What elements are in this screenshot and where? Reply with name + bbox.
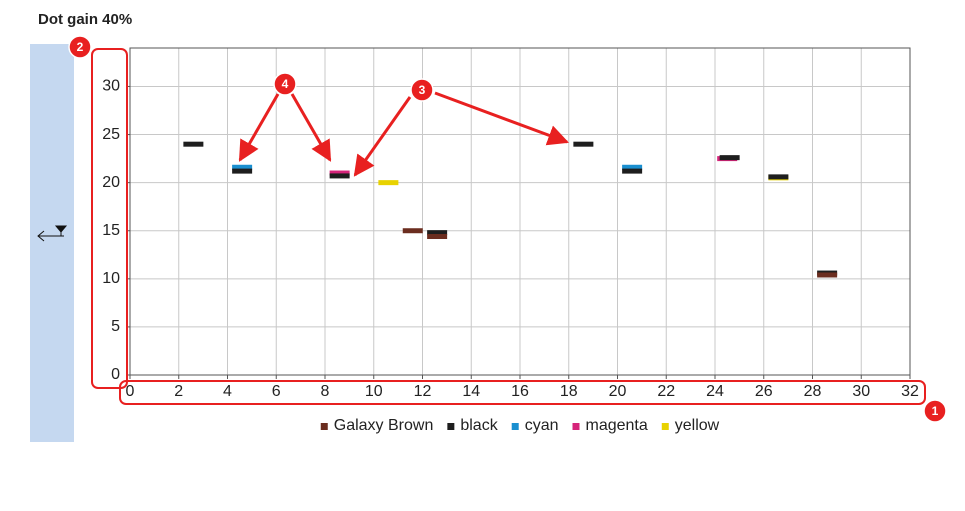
x-tick-label: 10: [365, 383, 383, 400]
plot-frame: [129, 47, 911, 376]
legend-swatch: [320, 423, 328, 430]
data-mark: [329, 170, 350, 176]
legend-swatch: [447, 423, 455, 430]
legend-swatch: [572, 423, 580, 430]
arrow: [290, 93, 332, 162]
badge-circle: [68, 35, 92, 59]
data-mark: [622, 164, 643, 170]
annotations: [91, 48, 926, 405]
data-mark: [378, 180, 399, 186]
legend-label: Galaxy Brown: [334, 417, 434, 434]
x-tick-label: 18: [560, 383, 578, 400]
badge-circle: [410, 78, 434, 102]
highlight-box: [91, 48, 128, 389]
data-mark: [768, 174, 789, 180]
badge-label: 1: [932, 404, 939, 418]
callout-badge: 2: [68, 35, 92, 59]
x-tick-label: 22: [657, 383, 675, 400]
x-tick-label: 28: [804, 383, 822, 400]
x-tick-label: 14: [462, 383, 480, 400]
x-tick-label: 6: [272, 383, 281, 400]
side-panel[interactable]: [30, 44, 74, 442]
x-tick-label: 0: [126, 383, 135, 400]
legend: Galaxy Brown black cyan magenta yellow: [320, 417, 720, 434]
x-tick-label: 30: [852, 383, 870, 400]
data-mark: [232, 164, 253, 170]
badge-circle: [923, 399, 947, 423]
x-tick-label: 16: [511, 383, 529, 400]
legend-label: magenta: [586, 417, 648, 434]
data-mark: [329, 173, 350, 179]
x-tick-label: 12: [414, 383, 432, 400]
x-tick-label: 4: [223, 383, 232, 400]
data-mark: [183, 141, 204, 147]
x-tick-label: 32: [901, 383, 919, 400]
legend-label: black: [460, 417, 498, 434]
data-mark: [622, 168, 643, 174]
callout-badge: 4: [273, 72, 297, 96]
data-mark: [427, 234, 448, 240]
y-tick-label: 0: [111, 366, 120, 383]
x-tick-label: 20: [609, 383, 627, 400]
arrow: [238, 93, 280, 162]
badge-circle: [273, 72, 297, 96]
y-tick-label: 25: [102, 126, 120, 143]
badge-label: 4: [282, 77, 289, 91]
callout-badge: 3: [410, 78, 434, 102]
legend-swatch: [511, 423, 519, 430]
data-mark: [719, 155, 740, 161]
y-tick-label: 20: [102, 174, 120, 191]
x-tick-label: 2: [174, 383, 183, 400]
y-tick-label: 10: [102, 270, 120, 287]
data-mark: [427, 230, 448, 236]
legend-label: cyan: [525, 417, 559, 434]
chart-title: Dot gain 40%: [38, 11, 132, 28]
data-mark: [402, 228, 423, 234]
arrow: [353, 96, 412, 177]
arrow: [434, 91, 569, 146]
x-tick-label: 8: [321, 383, 330, 400]
callout-badge: 1: [923, 399, 947, 423]
legend-swatch: [661, 423, 669, 430]
highlight-box: [119, 380, 926, 405]
filter-icon[interactable]: [37, 225, 68, 242]
y-tick-label: 5: [111, 318, 120, 335]
y-tick-label: 15: [102, 222, 120, 239]
badge-label: 3: [419, 83, 426, 97]
badge-label: 2: [77, 40, 84, 54]
y-tick-label: 30: [102, 78, 120, 95]
data-mark: [573, 141, 594, 147]
legend-label: yellow: [675, 417, 720, 434]
data-mark: [232, 168, 253, 174]
x-tick-label: 26: [755, 383, 773, 400]
x-tick-label: 24: [706, 383, 724, 400]
data-mark: [817, 272, 838, 278]
